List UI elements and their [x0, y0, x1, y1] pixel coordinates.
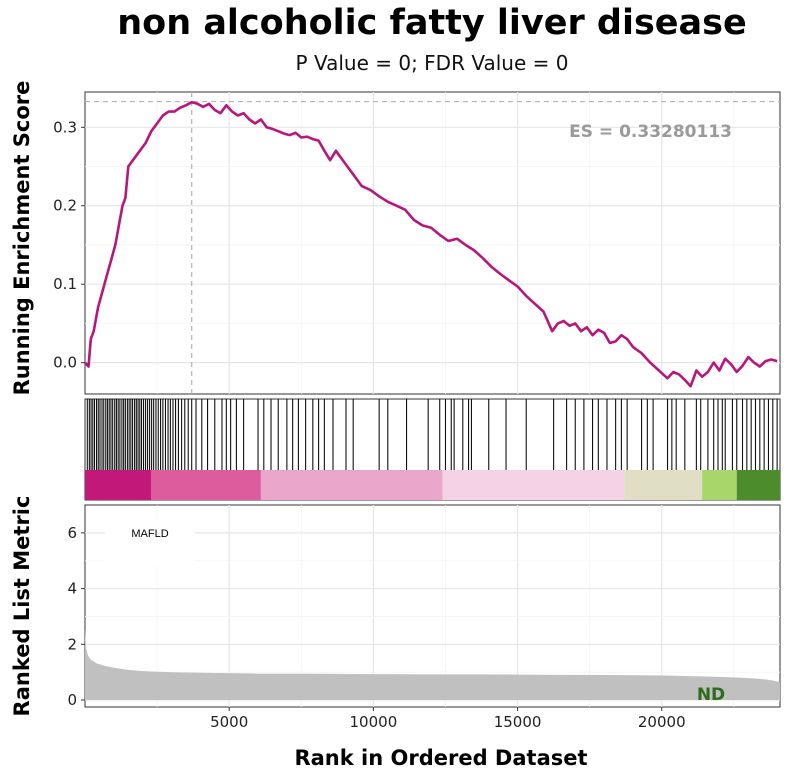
ranked-metric-area [85, 627, 780, 700]
x-tick-label: 20000 [638, 713, 686, 731]
bottom-y-tick-label: 0 [67, 691, 77, 709]
rank-color-band [151, 470, 261, 500]
nd-label: ND [697, 685, 725, 705]
bottom-y-tick-label: 4 [67, 580, 77, 598]
rank-color-band [442, 470, 625, 500]
rank-color-band [624, 470, 703, 500]
x-tick-label: 5000 [210, 713, 248, 731]
x-tick-label: 15000 [494, 713, 542, 731]
gene-hit-panel [84, 398, 781, 501]
top-y-tick-label: 0.2 [53, 197, 77, 215]
chart-title: non alcoholic fatty liver disease [117, 3, 746, 43]
top-panel-y-ticks: 0.0 0.1 0.2 0.3 [53, 118, 85, 372]
x-axis-ticks: 5000 10000 15000 20000 [210, 707, 686, 731]
es-label: ES = 0.33280113 [569, 122, 732, 142]
top-panel-grid [85, 92, 780, 394]
bottom-panel-y-ticks: 0 2 4 6 [67, 524, 85, 709]
bottom-y-tick-label: 6 [67, 524, 77, 542]
x-tick-label: 10000 [350, 713, 398, 731]
top-y-tick-label: 0.1 [53, 275, 77, 293]
chart-subtitle: P Value = 0; FDR Value = 0 [296, 51, 569, 75]
bottom-panel-grid [85, 505, 780, 707]
bottom-y-tick-label: 2 [67, 635, 77, 653]
y-axis-title-bottom: Ranked List Metric [10, 496, 34, 717]
rank-color-band [85, 470, 152, 500]
rank-color-band [736, 470, 780, 500]
top-y-tick-label: 0.0 [53, 354, 77, 372]
gene-hit-marks [86, 399, 778, 470]
enrichment-score-panel: 0.0 0.1 0.2 0.3 ES = 0.33280113 [53, 91, 781, 395]
ranked-metric-panel: 0 2 4 6 MAFLD ND [67, 504, 781, 709]
mafld-label: MAFLD [131, 528, 168, 540]
top-panel-border [84, 91, 781, 395]
x-axis-title: Rank in Ordered Dataset [294, 746, 587, 770]
rank-color-bands [85, 470, 780, 500]
running-es-line [84, 100, 778, 388]
rank-color-band [260, 470, 443, 500]
mafld-label-box [105, 520, 195, 566]
y-axis-title-top: Running Enrichment Score [10, 81, 34, 396]
rank-color-band [702, 470, 737, 500]
top-y-tick-label: 0.3 [53, 118, 77, 136]
